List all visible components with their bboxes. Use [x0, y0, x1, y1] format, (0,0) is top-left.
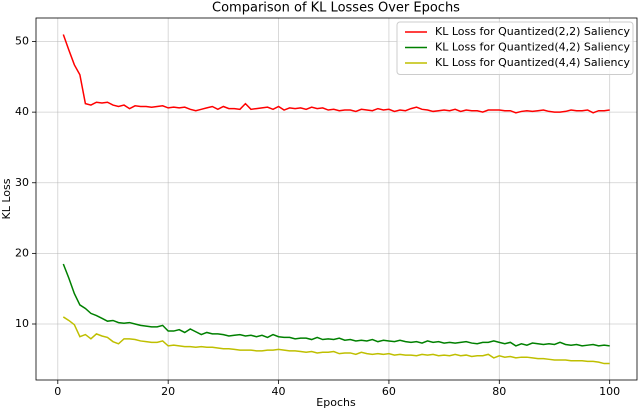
x-tick-label: 0 — [54, 385, 61, 398]
x-tick-label: 40 — [272, 385, 286, 398]
x-tick-label: 80 — [492, 385, 506, 398]
legend-label: KL Loss for Quantized(2,2) Saliency — [435, 25, 631, 38]
legend-label: KL Loss for Quantized(4,4) Saliency — [435, 56, 631, 69]
plot-frame — [35, 17, 638, 381]
y-tick-label: 40 — [15, 105, 29, 118]
y-axis-label: KL Loss — [0, 178, 13, 219]
line-series — [62, 263, 610, 347]
y-tick-label: 10 — [15, 317, 29, 330]
y-tick-label: 30 — [15, 176, 29, 189]
line-series — [62, 316, 610, 365]
x-axis-label: Epochs — [316, 396, 356, 409]
line-series — [62, 34, 610, 114]
x-tick-label: 60 — [382, 385, 396, 398]
chart-title: Comparison of KL Losses Over Epochs — [212, 1, 460, 16]
y-tick-label: 50 — [15, 35, 29, 48]
x-tick-label: 20 — [161, 385, 175, 398]
x-tick-label: 100 — [599, 385, 620, 398]
legend-label: KL Loss for Quantized(4,2) Saliency — [435, 41, 631, 54]
y-tick-label: 20 — [15, 246, 29, 259]
legend-box — [396, 21, 634, 75]
